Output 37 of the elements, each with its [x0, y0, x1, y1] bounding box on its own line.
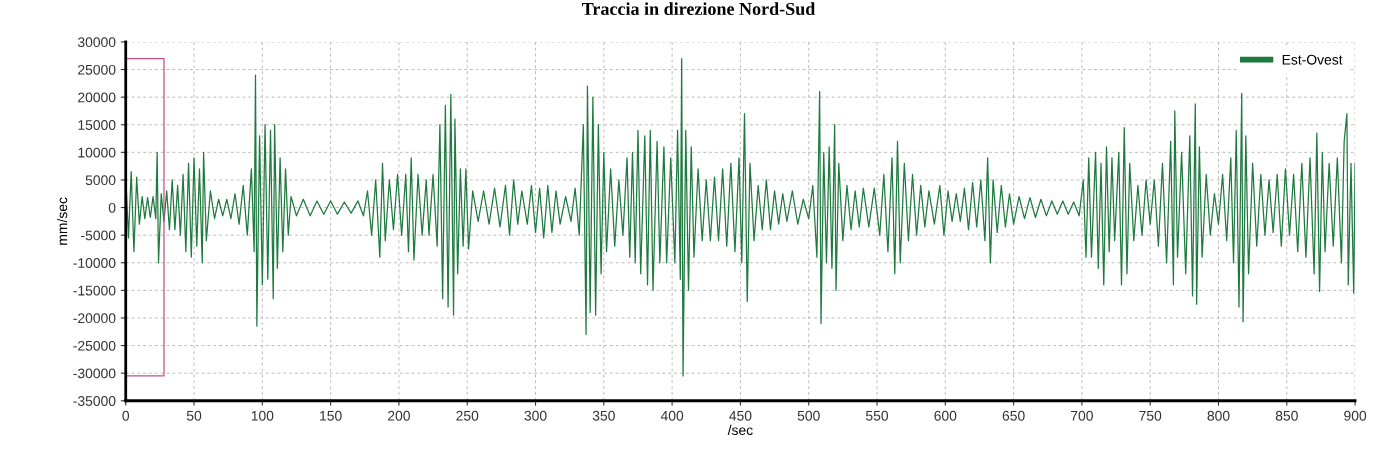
x-tick-label: 850: [1275, 410, 1298, 421]
x-axis-title: /sec: [727, 424, 753, 436]
y-tick-label: 30000: [77, 37, 116, 48]
x-tick-label: 450: [729, 410, 752, 421]
x-tick-label: 750: [1139, 410, 1162, 421]
x-tick-label: 800: [1207, 410, 1230, 421]
x-tick-label: 500: [797, 410, 820, 421]
x-tick-label: 700: [1071, 410, 1093, 421]
y-tick-label: 25000: [78, 64, 116, 75]
y-tick-label: 15000: [78, 120, 116, 130]
legend-label: Est-Ovest: [1282, 54, 1343, 65]
y-tick-label: 20000: [78, 92, 116, 103]
x-tick-label: 350: [592, 410, 615, 421]
x-tick-label: 150: [320, 410, 342, 421]
y-tick-label: -30000: [73, 368, 116, 379]
x-tick-label: 900: [1344, 410, 1367, 421]
y-tick-label: 0: [108, 202, 116, 213]
x-tick-label: 600: [934, 410, 957, 421]
y-tick-label: -10000: [73, 258, 116, 268]
y-tick-label: -20000: [73, 313, 116, 324]
chart-title: Traccia in direzione Nord-Sud: [582, 2, 816, 16]
y-tick-label: -25000: [73, 340, 116, 351]
x-tick-label: 100: [251, 410, 274, 421]
x-tick-label: 650: [1002, 410, 1025, 421]
x-tick-label: 50: [186, 410, 202, 421]
x-tick-label: 300: [524, 410, 547, 421]
x-tick-label: 200: [388, 410, 410, 421]
x-tick-label: 400: [660, 410, 684, 421]
x-tick-label: 550: [865, 410, 889, 421]
y-tick-label: -35000: [73, 396, 116, 406]
x-tick-label: 0: [122, 410, 130, 421]
y-axis-title: mm/sec: [57, 197, 68, 245]
y-tick-label: -5000: [81, 230, 116, 241]
x-tick-label: 250: [456, 410, 479, 421]
y-tick-label: 10000: [78, 147, 116, 158]
y-tick-label: -15000: [73, 285, 116, 296]
y-tick-label: 5000: [85, 175, 116, 186]
